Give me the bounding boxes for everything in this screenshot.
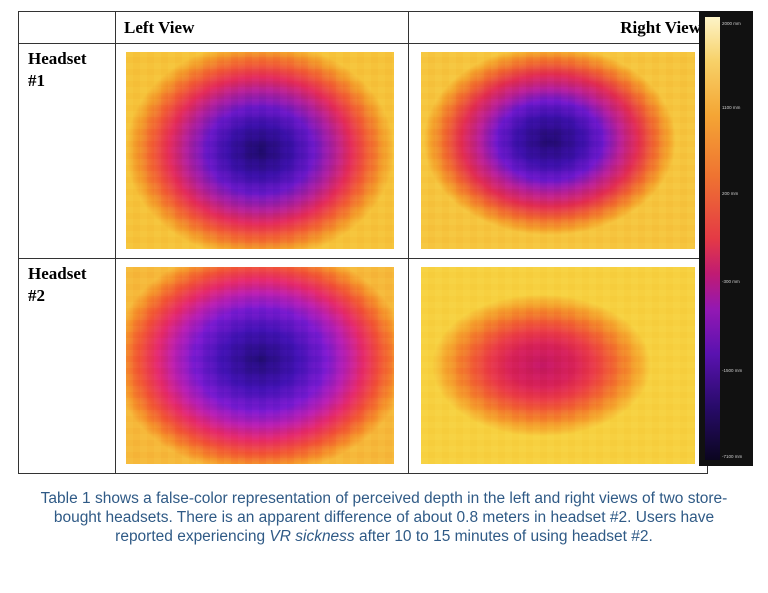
corner-cell (18, 11, 116, 44)
cell-headset-1-right (408, 43, 708, 259)
colorbar-label-minus-7100: -7100 mm (722, 454, 743, 459)
row-label-line2: #1 (28, 71, 45, 90)
table-caption: Table 1 shows a false-color representati… (28, 489, 740, 546)
depth-heatmap-headset-2-right (421, 267, 695, 464)
caption-emphasis: VR sickness (269, 528, 355, 545)
depth-heatmap-headset-1-right (421, 52, 695, 249)
depth-heatmap-headset-1-left (126, 52, 394, 249)
caption-part2: after 10 to 15 minutes of using headset … (354, 528, 653, 545)
header-left-view: Left View (115, 11, 409, 44)
colorbar-label-2000: 2000 mm (722, 21, 741, 26)
cell-headset-2-left (115, 258, 409, 474)
colorbar-gradient (705, 17, 720, 460)
colorbar-label-200: 200 mm (722, 191, 739, 196)
cell-headset-2-right (408, 258, 708, 474)
depth-comparison-table: Left View Right View Headset #1 Headset … (18, 11, 708, 474)
table-row-headset-2: Headset #2 (18, 258, 708, 474)
row-label-cell: Headset #1 (18, 43, 116, 259)
row-label-line2: #2 (28, 286, 45, 305)
caption-part1: Table 1 shows a false-color representati… (40, 490, 728, 545)
header-right-view: Right View (408, 11, 708, 44)
row-label-headset-1: Headset #1 (19, 44, 115, 92)
colorbar-label-minus-300: -300 mm (722, 279, 740, 284)
table-row-headset-1: Headset #1 (18, 43, 708, 259)
cell-headset-1-left (115, 43, 409, 259)
row-label-line1: Headset (28, 264, 87, 283)
row-label-line1: Headset (28, 49, 87, 68)
row-label-headset-2: Headset #2 (19, 259, 115, 307)
table-header-row: Left View Right View (18, 11, 708, 44)
depth-colorbar: 2000 mm 1100 mm 200 mm -300 mm -1500 mm … (699, 11, 753, 466)
depth-heatmap-headset-2-left (126, 267, 394, 464)
colorbar-label-minus-1500: -1500 mm (722, 368, 743, 373)
colorbar-label-1100: 1100 mm (722, 105, 741, 110)
row-label-cell: Headset #2 (18, 258, 116, 474)
